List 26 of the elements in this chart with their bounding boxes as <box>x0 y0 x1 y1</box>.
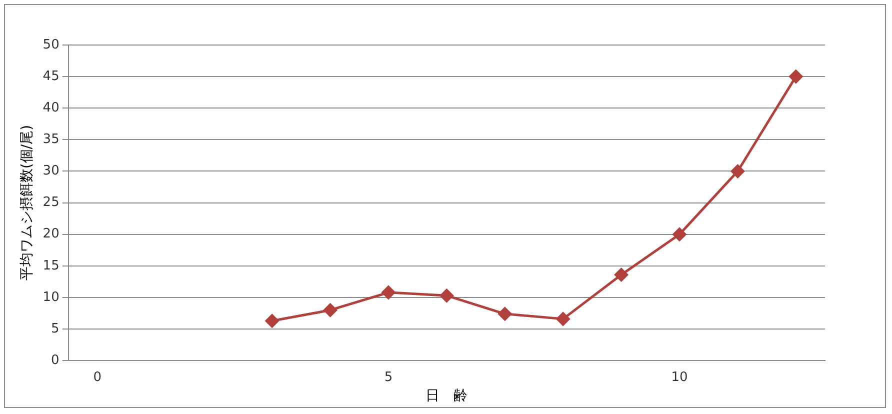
point <box>556 312 570 326</box>
point <box>672 228 686 242</box>
y-tick-label: 20 <box>42 226 60 242</box>
point <box>614 268 628 282</box>
y-tick-label: 25 <box>42 195 60 210</box>
y-tick-label: 30 <box>42 164 60 179</box>
x-tick-label: 0 <box>93 370 102 385</box>
y-tick-label: 40 <box>42 100 60 116</box>
x-tick-label: 5 <box>384 370 393 385</box>
y-tick-label: 35 <box>42 132 60 148</box>
y-axis-title: 平均ワムシ摂餌数(個/尾) <box>19 124 36 281</box>
point <box>789 70 803 84</box>
y-tick-label: 45 <box>42 68 60 84</box>
y-tick-label: 15 <box>42 258 60 274</box>
point <box>440 288 454 302</box>
x-tick-label: 10 <box>671 370 688 385</box>
point <box>498 307 512 321</box>
point <box>730 164 744 178</box>
y-tick-label: 10 <box>42 290 60 305</box>
y-tick-label: 5 <box>51 321 60 336</box>
y-tick-label: 50 <box>42 37 60 52</box>
point <box>265 314 279 328</box>
y-tick-label: 0 <box>51 352 60 368</box>
x-axis-title: 日 齢 <box>426 388 468 404</box>
point <box>382 286 396 300</box>
point <box>324 303 338 317</box>
